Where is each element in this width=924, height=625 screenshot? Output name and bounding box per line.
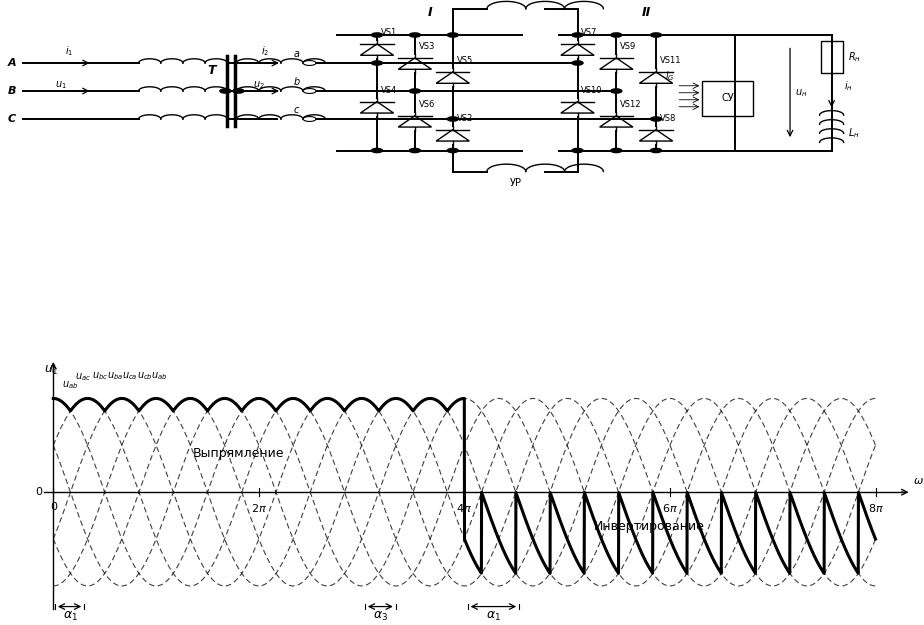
Text: $i_G$: $i_G$ (665, 69, 675, 82)
Text: VS8: VS8 (660, 114, 676, 122)
Circle shape (371, 61, 383, 65)
Text: Выпрямление: Выпрямление (192, 446, 284, 459)
Circle shape (303, 116, 316, 121)
Text: I: I (427, 6, 432, 19)
Circle shape (233, 89, 244, 93)
Text: II: II (642, 6, 651, 19)
Text: $\omega_1 t$: $\omega_1 t$ (913, 474, 924, 488)
Circle shape (572, 61, 583, 65)
Text: $u_{cb}$: $u_{cb}$ (137, 370, 152, 382)
Text: a: a (294, 49, 299, 59)
Text: СУ: СУ (722, 93, 734, 103)
Bar (821, 41, 843, 72)
Circle shape (650, 33, 662, 37)
Bar (702, 81, 753, 116)
Circle shape (409, 148, 420, 152)
Circle shape (409, 33, 420, 37)
Text: $u_{ba}$: $u_{ba}$ (106, 370, 123, 382)
Text: $8\pi$: $8\pi$ (868, 501, 883, 514)
Text: Инвертирование: Инвертирование (594, 520, 705, 532)
Text: $6\pi$: $6\pi$ (662, 501, 678, 514)
Text: $i_н$: $i_н$ (844, 79, 853, 92)
Text: УР: УР (510, 177, 521, 187)
Circle shape (447, 33, 458, 37)
Text: $u_2$: $u_2$ (253, 79, 265, 91)
Text: $\alpha_1$: $\alpha_1$ (63, 610, 78, 623)
Text: $\alpha_3$: $\alpha_3$ (372, 610, 388, 623)
Text: T: T (208, 64, 216, 76)
Circle shape (572, 33, 583, 37)
Circle shape (447, 148, 458, 152)
Text: 0: 0 (35, 488, 43, 498)
Circle shape (611, 33, 622, 37)
Text: $u_{ab}$: $u_{ab}$ (62, 379, 78, 391)
Circle shape (371, 33, 383, 37)
Text: A: A (7, 58, 16, 68)
Circle shape (611, 148, 622, 152)
Circle shape (220, 89, 231, 93)
Circle shape (303, 61, 316, 66)
Text: C: C (7, 114, 16, 124)
Circle shape (371, 148, 383, 152)
Text: c: c (294, 105, 299, 115)
Text: $i_1$: $i_1$ (65, 44, 73, 58)
Text: VS4: VS4 (381, 86, 397, 95)
Text: $2\pi$: $2\pi$ (251, 501, 267, 514)
Text: $\alpha_1$: $\alpha_1$ (486, 610, 501, 623)
Circle shape (650, 117, 662, 121)
Text: 0: 0 (50, 501, 56, 511)
Text: VS6: VS6 (419, 100, 435, 109)
Text: УР: УР (510, 0, 521, 1)
Text: $i_2$: $i_2$ (261, 44, 269, 58)
Text: VS11: VS11 (660, 56, 681, 65)
Text: VS9: VS9 (620, 42, 637, 51)
Text: VS5: VS5 (456, 56, 473, 65)
Text: B: B (7, 86, 16, 96)
Circle shape (611, 89, 622, 93)
Circle shape (447, 117, 458, 121)
Circle shape (572, 148, 583, 152)
Text: $u_1$: $u_1$ (55, 79, 67, 91)
Text: $u_{ca}$: $u_{ca}$ (122, 370, 138, 382)
Circle shape (650, 148, 662, 152)
Text: $R_н$: $R_н$ (848, 50, 861, 64)
Text: VS10: VS10 (581, 86, 602, 95)
Text: VS3: VS3 (419, 42, 435, 51)
Text: $u_{ab}$: $u_{ab}$ (152, 370, 168, 382)
Text: $4\pi$: $4\pi$ (456, 501, 472, 514)
Text: VS12: VS12 (620, 100, 641, 109)
Text: $L_н$: $L_н$ (848, 126, 860, 140)
Text: $u_н$: $u_н$ (795, 87, 807, 99)
Text: VS2: VS2 (456, 114, 473, 122)
Text: $u_{bc}$: $u_{bc}$ (91, 370, 108, 382)
Text: $u_1$: $u_1$ (43, 364, 58, 377)
Text: b: b (294, 77, 300, 87)
Text: VS7: VS7 (581, 28, 598, 37)
Circle shape (409, 89, 420, 93)
Text: VS1: VS1 (381, 28, 397, 37)
Text: $u_{ac}$: $u_{ac}$ (75, 372, 91, 384)
Circle shape (303, 89, 316, 94)
